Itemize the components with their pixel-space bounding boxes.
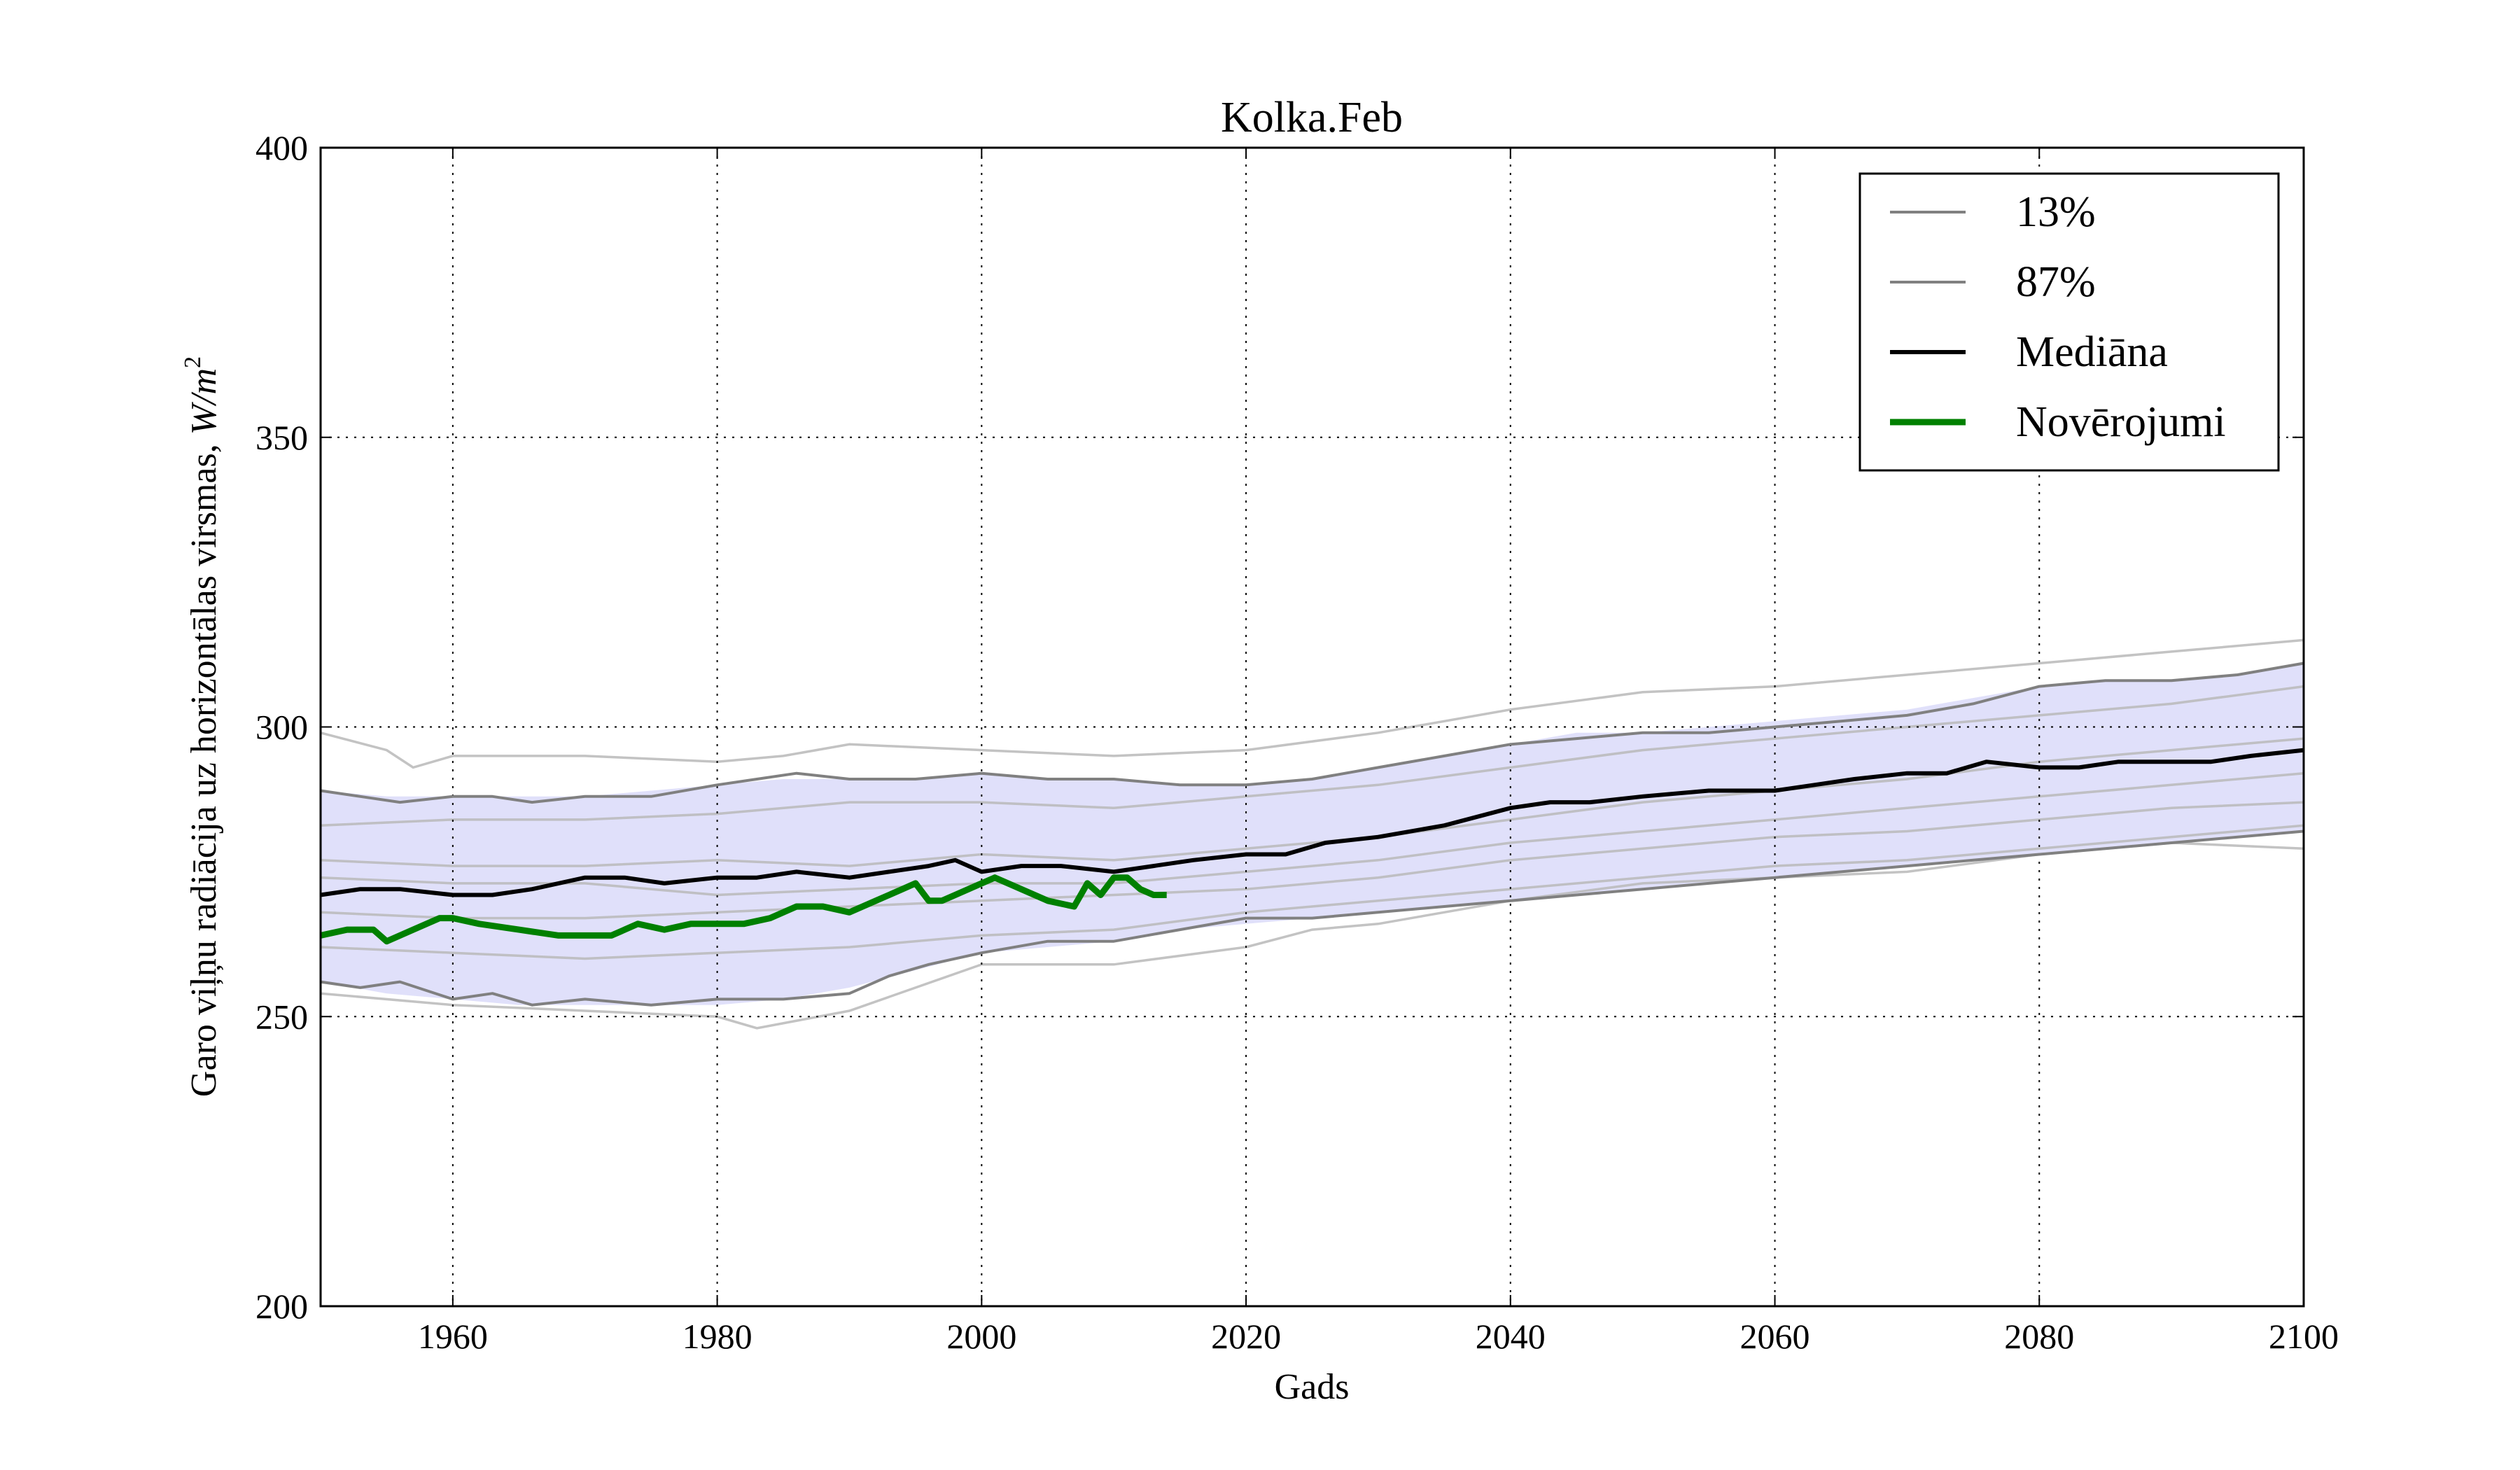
y-axis-label-text: Garo viļņu radiācija uz horizontālas vir…	[184, 435, 224, 1097]
series-line-median	[320, 748, 2304, 897]
x-tick-label: 1980	[682, 1317, 752, 1356]
x-tick-label: 2040	[1476, 1317, 1546, 1356]
y-axis-label-unit-sup: 2	[180, 356, 206, 368]
y-tick-label: 200	[255, 1287, 308, 1326]
y-tick-label: 250	[255, 997, 308, 1036]
series-line-observations	[320, 874, 1167, 945]
ensemble-line-5	[320, 801, 2304, 920]
plot-area	[320, 148, 2304, 1306]
grid	[321, 148, 2304, 1306]
chart-title: Kolka.Feb	[1221, 94, 1403, 141]
y-tick-label: 350	[255, 418, 308, 457]
legend-label-p13: 13%	[2016, 188, 2096, 236]
ensemble-line-1	[320, 638, 2304, 769]
legend-label-observations: Novērojumi	[2016, 398, 2226, 446]
ensemble-line-6	[320, 824, 2304, 960]
ensemble-line-4	[320, 771, 2304, 897]
y-tick-label: 300	[255, 708, 308, 747]
legend-label-median: Mediāna	[2016, 328, 2168, 376]
legend-label-p87: 87%	[2016, 258, 2096, 306]
x-axis-label: Gads	[1275, 1367, 1350, 1407]
ensemble-line-7	[320, 841, 2304, 1030]
ensemble-lines	[320, 638, 2304, 1030]
x-tick-label: 2000	[946, 1317, 1016, 1356]
x-tick-label: 1960	[418, 1317, 488, 1356]
x-tick-label: 2080	[2004, 1317, 2074, 1356]
x-tick-label: 2060	[1740, 1317, 1810, 1356]
ensemble-line-3	[320, 737, 2304, 867]
confidence-band	[321, 663, 2304, 1005]
y-tick-label: 400	[255, 128, 308, 167]
ensemble-line-2	[320, 685, 2304, 827]
axis-ticks: 1960 1980 2000 2020 2040 2060 2080 2100 200 250 30…	[255, 128, 2339, 1356]
series-lines	[320, 662, 2304, 1007]
x-tick-label: 2100	[2269, 1317, 2339, 1356]
y-axis-label: Garo viļņu radiācija uz horizontālas vir…	[180, 356, 224, 1097]
series-line-p87	[320, 662, 2304, 804]
series-line-p13	[320, 830, 2304, 1007]
y-axis-label-unit: W/m	[184, 368, 224, 435]
legend: 13% 87% Mediāna Novērojumi	[1858, 172, 2280, 472]
x-tick-label: 2020	[1211, 1317, 1281, 1356]
